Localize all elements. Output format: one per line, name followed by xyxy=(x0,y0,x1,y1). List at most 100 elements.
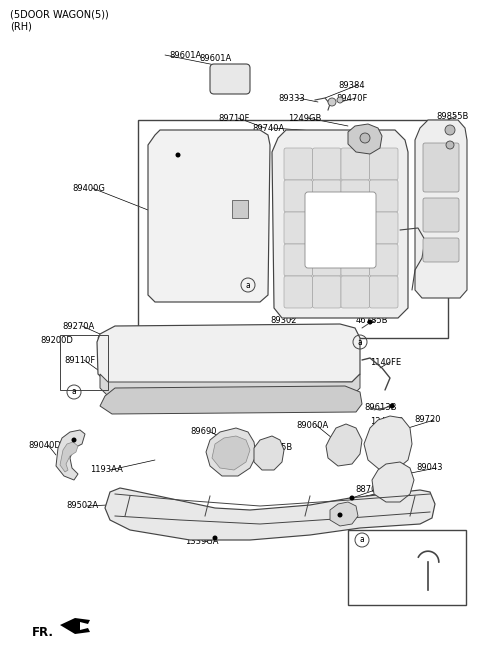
Circle shape xyxy=(445,125,455,135)
Polygon shape xyxy=(206,428,256,476)
FancyBboxPatch shape xyxy=(341,276,370,308)
Circle shape xyxy=(389,404,395,408)
Text: 89045B: 89045B xyxy=(260,444,292,453)
Text: 46785B: 46785B xyxy=(356,316,388,324)
Text: 89302: 89302 xyxy=(270,316,297,324)
FancyBboxPatch shape xyxy=(210,64,250,94)
Polygon shape xyxy=(100,386,362,414)
Polygon shape xyxy=(364,416,412,470)
Text: FR.: FR. xyxy=(32,626,54,639)
Text: 1140FE: 1140FE xyxy=(370,357,401,367)
Text: 89200D: 89200D xyxy=(40,336,73,344)
Text: 89060A: 89060A xyxy=(296,420,328,430)
FancyBboxPatch shape xyxy=(370,244,398,276)
Text: a: a xyxy=(72,387,76,397)
FancyBboxPatch shape xyxy=(370,148,398,180)
Text: 89690: 89690 xyxy=(190,428,216,436)
Polygon shape xyxy=(348,124,382,154)
FancyBboxPatch shape xyxy=(370,212,398,244)
Text: 00824: 00824 xyxy=(378,536,404,545)
Polygon shape xyxy=(330,502,358,526)
Polygon shape xyxy=(97,324,360,384)
Text: 1339GA: 1339GA xyxy=(185,538,218,547)
Text: 89110F: 89110F xyxy=(64,355,95,365)
Text: 89384: 89384 xyxy=(338,81,365,89)
FancyBboxPatch shape xyxy=(312,244,341,276)
Text: 89150D: 89150D xyxy=(96,336,129,344)
Polygon shape xyxy=(100,374,360,396)
Circle shape xyxy=(349,495,355,500)
Text: 89400G: 89400G xyxy=(72,183,105,193)
FancyBboxPatch shape xyxy=(341,212,370,244)
FancyBboxPatch shape xyxy=(312,180,341,212)
Polygon shape xyxy=(105,488,435,540)
Text: 1249GB: 1249GB xyxy=(374,485,408,495)
Text: a: a xyxy=(246,281,251,289)
Polygon shape xyxy=(56,430,85,480)
FancyBboxPatch shape xyxy=(284,180,312,212)
FancyBboxPatch shape xyxy=(423,198,459,232)
Text: 89470F: 89470F xyxy=(336,93,367,103)
Text: 89720: 89720 xyxy=(414,416,441,424)
Text: (5DOOR WAGON(5)): (5DOOR WAGON(5)) xyxy=(10,9,109,19)
Text: (RH): (RH) xyxy=(10,21,32,31)
Text: 89855B: 89855B xyxy=(436,111,468,120)
Text: a: a xyxy=(358,338,362,346)
Circle shape xyxy=(213,536,217,540)
FancyBboxPatch shape xyxy=(341,244,370,276)
Circle shape xyxy=(337,512,343,518)
FancyBboxPatch shape xyxy=(312,212,341,244)
Circle shape xyxy=(446,141,454,149)
Polygon shape xyxy=(212,436,250,470)
Circle shape xyxy=(368,320,372,324)
Text: 89270A: 89270A xyxy=(62,322,94,330)
Text: 89502A: 89502A xyxy=(66,502,98,510)
FancyBboxPatch shape xyxy=(348,530,466,605)
FancyBboxPatch shape xyxy=(284,212,312,244)
FancyBboxPatch shape xyxy=(312,148,341,180)
Text: 89613B: 89613B xyxy=(364,404,396,412)
FancyBboxPatch shape xyxy=(423,238,459,262)
FancyBboxPatch shape xyxy=(423,143,459,192)
FancyBboxPatch shape xyxy=(370,276,398,308)
Text: 89450: 89450 xyxy=(160,146,186,154)
Text: 89670: 89670 xyxy=(196,146,223,154)
Text: 89601A: 89601A xyxy=(200,54,232,62)
Circle shape xyxy=(328,98,336,106)
Polygon shape xyxy=(372,462,414,502)
Text: 89380A: 89380A xyxy=(188,158,220,167)
FancyBboxPatch shape xyxy=(312,276,341,308)
Text: a: a xyxy=(360,536,364,545)
Polygon shape xyxy=(60,618,90,634)
FancyBboxPatch shape xyxy=(370,180,398,212)
Text: 89333: 89333 xyxy=(278,93,305,103)
Text: 89740A: 89740A xyxy=(252,124,284,132)
Text: 1249GB: 1249GB xyxy=(288,113,322,122)
FancyBboxPatch shape xyxy=(284,244,312,276)
Circle shape xyxy=(72,438,76,442)
Text: 89146B: 89146B xyxy=(432,183,464,193)
Polygon shape xyxy=(415,120,467,298)
Text: 89601A: 89601A xyxy=(169,50,201,60)
Text: 89043: 89043 xyxy=(416,463,443,473)
Circle shape xyxy=(176,152,180,158)
Text: 89040D: 89040D xyxy=(28,440,61,449)
Text: 89710F: 89710F xyxy=(218,113,250,122)
Text: 1249GB: 1249GB xyxy=(370,418,403,426)
Text: 89830R: 89830R xyxy=(308,520,340,528)
Polygon shape xyxy=(254,436,284,470)
FancyBboxPatch shape xyxy=(305,192,376,268)
Circle shape xyxy=(337,97,343,103)
Text: 1193AA: 1193AA xyxy=(90,465,123,475)
FancyBboxPatch shape xyxy=(284,148,312,180)
Polygon shape xyxy=(60,442,78,472)
Polygon shape xyxy=(148,130,270,302)
Circle shape xyxy=(360,133,370,143)
FancyBboxPatch shape xyxy=(284,276,312,308)
FancyBboxPatch shape xyxy=(341,148,370,180)
Polygon shape xyxy=(232,200,248,218)
FancyBboxPatch shape xyxy=(341,180,370,212)
Text: 88705: 88705 xyxy=(355,485,382,495)
Polygon shape xyxy=(272,130,408,318)
Polygon shape xyxy=(326,424,362,466)
